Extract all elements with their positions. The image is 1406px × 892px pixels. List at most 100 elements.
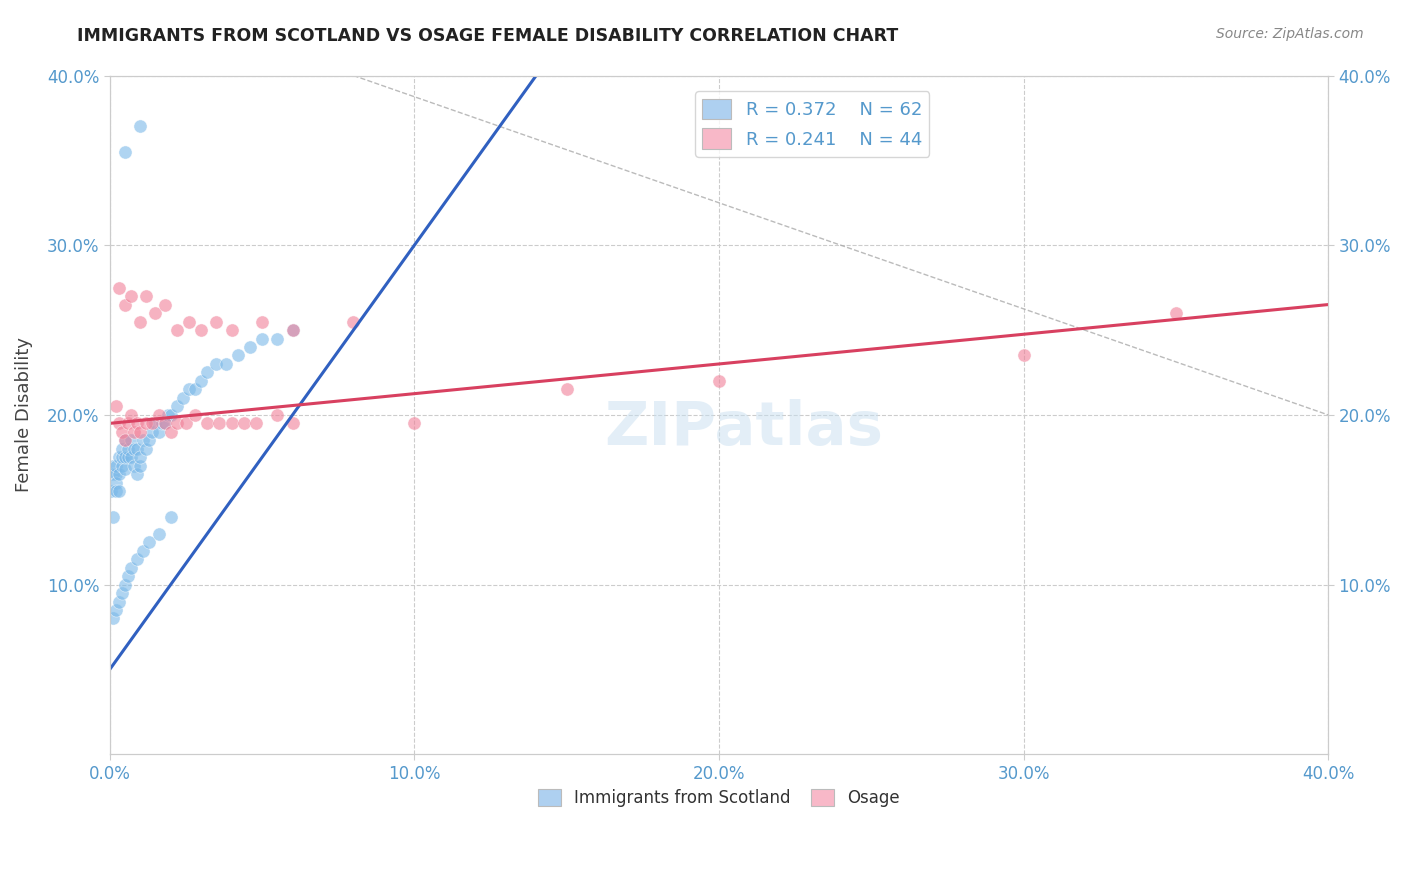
Point xyxy=(148,425,170,439)
Point xyxy=(184,408,207,422)
Point xyxy=(166,400,188,414)
Point xyxy=(266,331,288,345)
Point xyxy=(108,450,131,465)
Point xyxy=(156,408,179,422)
Point xyxy=(111,442,134,456)
Point xyxy=(214,357,236,371)
Point xyxy=(166,323,188,337)
Point xyxy=(117,442,139,456)
Point xyxy=(114,434,136,448)
Point xyxy=(104,467,127,482)
Point xyxy=(145,306,167,320)
Point xyxy=(205,314,228,328)
Point xyxy=(127,442,149,456)
Point xyxy=(281,323,304,337)
Point xyxy=(190,374,212,388)
Point xyxy=(177,383,200,397)
Point xyxy=(250,331,273,345)
Point xyxy=(281,323,304,337)
Point xyxy=(129,458,152,473)
Point xyxy=(120,289,142,303)
Point xyxy=(141,417,163,431)
Point xyxy=(195,366,218,380)
Point xyxy=(166,417,188,431)
Point xyxy=(114,450,136,465)
Point xyxy=(129,450,152,465)
Point xyxy=(127,552,149,566)
Point xyxy=(208,417,231,431)
Point xyxy=(132,543,155,558)
Point xyxy=(108,280,131,294)
Point xyxy=(104,603,127,617)
Point xyxy=(266,408,288,422)
Point xyxy=(122,442,145,456)
Point xyxy=(135,442,157,456)
Point xyxy=(250,314,273,328)
Point xyxy=(127,417,149,431)
Point xyxy=(555,383,578,397)
Point xyxy=(114,297,136,311)
Text: ZIPatlas: ZIPatlas xyxy=(603,399,883,458)
Point xyxy=(117,450,139,465)
Point xyxy=(195,417,218,431)
Point xyxy=(153,297,176,311)
Point xyxy=(221,323,243,337)
Point xyxy=(226,349,249,363)
Point xyxy=(122,458,145,473)
Point xyxy=(159,425,181,439)
Legend: Immigrants from Scotland, Osage: Immigrants from Scotland, Osage xyxy=(531,782,907,814)
Point xyxy=(114,577,136,591)
Point xyxy=(1164,306,1187,320)
Point xyxy=(281,417,304,431)
Point xyxy=(148,408,170,422)
Point xyxy=(245,417,267,431)
Point xyxy=(111,586,134,600)
Point xyxy=(172,391,194,405)
Point xyxy=(117,417,139,431)
Text: Source: ZipAtlas.com: Source: ZipAtlas.com xyxy=(1216,27,1364,41)
Point xyxy=(135,417,157,431)
Point xyxy=(101,458,124,473)
Point xyxy=(120,434,142,448)
Point xyxy=(108,417,131,431)
Point xyxy=(129,425,152,439)
Point xyxy=(150,417,173,431)
Point xyxy=(111,450,134,465)
Text: IMMIGRANTS FROM SCOTLAND VS OSAGE FEMALE DISABILITY CORRELATION CHART: IMMIGRANTS FROM SCOTLAND VS OSAGE FEMALE… xyxy=(77,27,898,45)
Point xyxy=(174,417,197,431)
Point xyxy=(108,484,131,499)
Point xyxy=(104,484,127,499)
Point xyxy=(159,408,181,422)
Point xyxy=(177,314,200,328)
Point xyxy=(117,569,139,583)
Point xyxy=(101,611,124,625)
Point xyxy=(148,526,170,541)
Point xyxy=(114,434,136,448)
Point xyxy=(239,340,262,354)
Point xyxy=(108,467,131,482)
Point xyxy=(190,323,212,337)
Point xyxy=(104,475,127,490)
Point xyxy=(122,425,145,439)
Point xyxy=(132,434,155,448)
Point xyxy=(205,357,228,371)
Point xyxy=(707,374,730,388)
Point xyxy=(100,484,122,499)
Point xyxy=(101,467,124,482)
Point xyxy=(138,434,160,448)
Point xyxy=(104,458,127,473)
Point xyxy=(127,467,149,482)
Y-axis label: Female Disability: Female Disability xyxy=(15,337,32,492)
Point xyxy=(1012,349,1035,363)
Point xyxy=(120,408,142,422)
Point xyxy=(129,314,152,328)
Point xyxy=(101,509,124,524)
Point xyxy=(108,594,131,608)
Point xyxy=(129,120,152,134)
Point xyxy=(111,458,134,473)
Point xyxy=(135,289,157,303)
Point xyxy=(104,400,127,414)
Point xyxy=(153,417,176,431)
Point xyxy=(232,417,254,431)
Point xyxy=(159,509,181,524)
